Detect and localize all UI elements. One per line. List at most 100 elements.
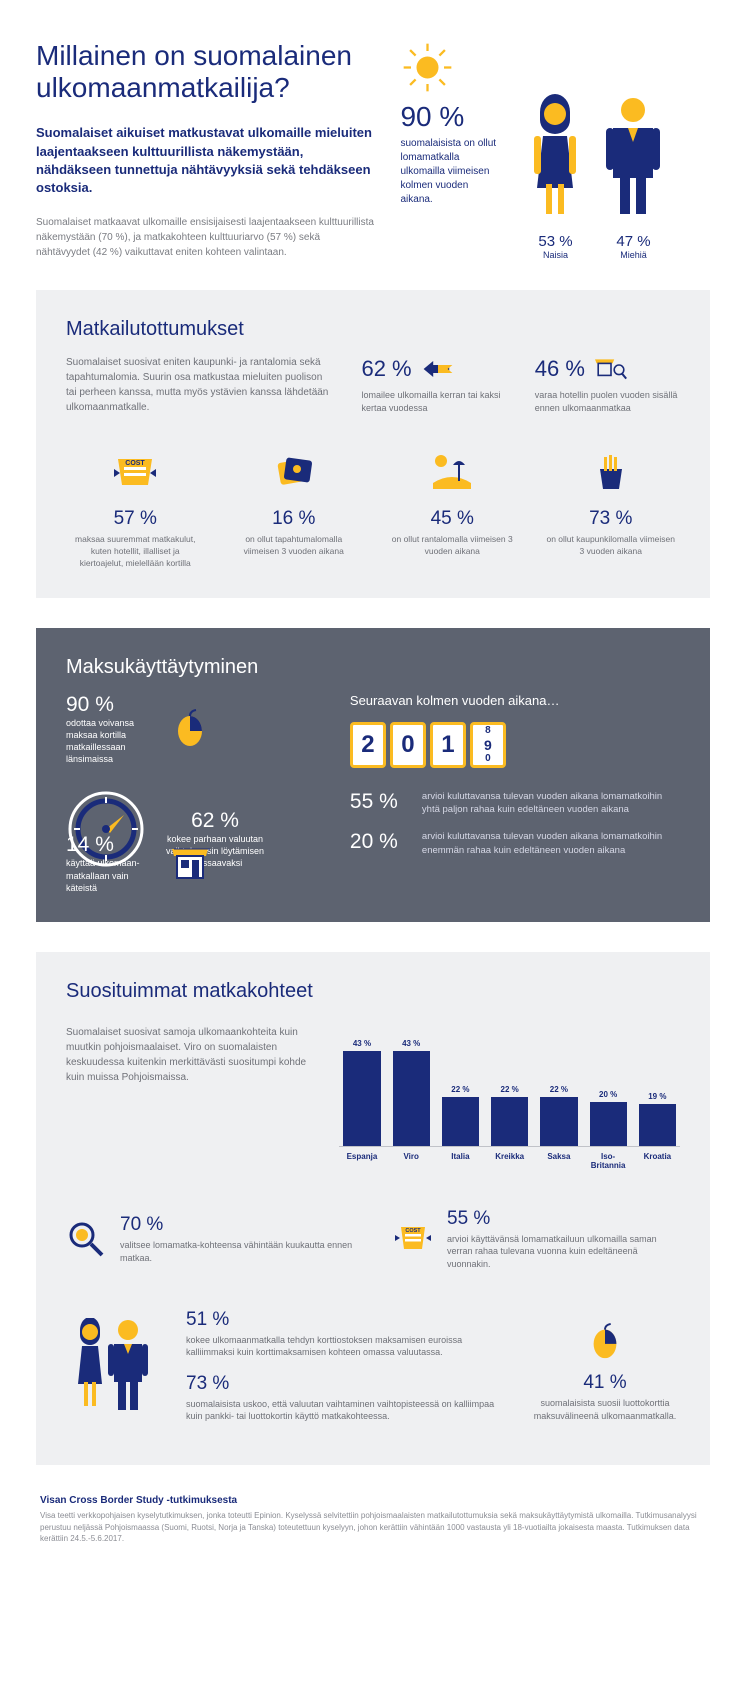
dest-41-txt: suomalaisista suosii luottokorttia maksu…	[530, 1397, 680, 1422]
couple-icon	[66, 1318, 156, 1428]
dest-73: 73 % suomalaisista uskoo, että valuutan …	[186, 1373, 500, 1423]
bar	[590, 1102, 627, 1146]
counter-d1: 2	[350, 722, 386, 768]
habit-item-3: 73 % on ollut kaupunkilomalla viimeisen …	[542, 451, 681, 570]
habits-row: COST 57 % maksaa suuremmat matkakulut, k…	[66, 451, 680, 570]
dest-55-pct: 55 %	[447, 1208, 680, 1230]
bar-col: 43 %	[393, 1039, 430, 1146]
pay-14-pct: 14 %	[66, 833, 156, 857]
bar-label: Espanja	[343, 1152, 380, 1170]
destinations-section: Suosituimmat matkakohteet Suomalaiset su…	[36, 952, 710, 1465]
bar-value: 20 %	[599, 1090, 617, 1099]
bar-value: 19 %	[648, 1092, 666, 1101]
dest-51-pct: 51 %	[186, 1309, 500, 1331]
pay-r20-pct: 20 %	[350, 830, 408, 854]
footer-text: Visa teetti verkkopohjaisen kyselytutkim…	[40, 1510, 706, 1545]
dest-41: 41 % suomalaisista suosii luottokorttia …	[530, 1323, 680, 1422]
year-counter: 2 0 1 8 9 0	[350, 722, 680, 768]
counter-roll: 8 9 0	[470, 722, 506, 768]
hero-section: Millainen on suomalainen ulkomaanmatkail…	[36, 40, 710, 260]
habit-item-0: COST 57 % maksaa suuremmat matkakulut, k…	[66, 451, 205, 570]
stat-90: 90 % suomalaisista on ollut lomamatkalla…	[400, 40, 500, 260]
roll-a: 8	[485, 725, 491, 736]
woman-icon	[520, 94, 590, 224]
payment-title: Maksukäyttäytyminen	[66, 656, 680, 679]
habit-item-0-pct: 57 %	[66, 508, 205, 530]
dest-51: 51 % kokee ulkomaanmatkalla tehdyn kortt…	[186, 1309, 500, 1359]
habit-62: 62 % lomailee ulkomailla kerran tai kaks…	[361, 355, 506, 415]
bar-col: 22 %	[491, 1085, 528, 1145]
man-pct: 47 %	[598, 233, 668, 250]
bar	[343, 1051, 380, 1146]
pay-90: 90 % odottaa voivansa maksaa kortilla ma…	[66, 693, 320, 766]
page-title: Millainen on suomalainen ulkomaanmatkail…	[36, 40, 376, 104]
footer-heading: Visan Cross Border Study -tutkimuksesta	[40, 1495, 706, 1506]
destinations-chart: 43 % 43 % 22 % 22 % 22 % 20 % 19 % Espanja Viro…	[339, 1017, 680, 1170]
woman-stat: 53 % Naisia	[520, 94, 590, 260]
pay-90-pct: 90 %	[66, 693, 156, 717]
people-split: 53 % Naisia 47 % Miehiä	[520, 40, 668, 260]
bar-label: Viro	[393, 1152, 430, 1170]
bar-label: Kroatia	[639, 1152, 676, 1170]
cost-tag-icon: COST	[393, 1219, 433, 1259]
habits-intro: Suomalaiset suosivat eniten kaupunki- ja…	[66, 355, 331, 415]
habit-item-1-desc: on ollut tapahtumalomalla viimeisen 3 vu…	[225, 534, 364, 558]
hero-subtitle: Suomalaiset aikuiset matkustavat ulkomai…	[36, 124, 376, 197]
man-stat: 47 % Miehiä	[598, 94, 668, 260]
bar-col: 22 %	[540, 1085, 577, 1145]
svg-text:COST: COST	[126, 460, 146, 467]
fries-icon	[586, 451, 636, 493]
bar-label: Saksa	[540, 1152, 577, 1170]
bar-col: 22 %	[442, 1085, 479, 1145]
destinations-intro: Suomalaiset suosivat samoja ulkomaankoht…	[66, 1025, 309, 1085]
bar-value: 43 %	[402, 1039, 420, 1048]
bar-value: 43 %	[353, 1039, 371, 1048]
bar-label: Iso-Britannia	[590, 1152, 627, 1170]
payment-subtitle: Seuraavan kolmen vuoden aikana…	[350, 693, 680, 708]
habit-item-3-desc: on ollut kaupunkilomalla viimeisen 3 vuo…	[542, 534, 681, 558]
habit-item-1-pct: 16 %	[225, 508, 364, 530]
dest-55-txt: arvioi käyttävänsä lomamatkailuun ulkoma…	[447, 1233, 680, 1271]
dest-73-txt: suomalaisista uskoo, että valuutan vaiht…	[186, 1398, 500, 1423]
pay-r55-desc: arvioi kuluttavansa tulevan vuoden aikan…	[422, 790, 680, 817]
dest-51-txt: kokee ulkomaanmatkalla tehdyn korttiosto…	[186, 1334, 500, 1359]
bar	[540, 1097, 577, 1145]
stat-90-pct: 90 %	[400, 101, 464, 133]
bar-col: 19 %	[639, 1092, 676, 1146]
footer: Visan Cross Border Study -tutkimuksesta …	[36, 1495, 710, 1545]
bar	[491, 1097, 528, 1145]
bar-value: 22 %	[501, 1085, 519, 1094]
pay-r20-desc: arvioi kuluttavansa tulevan vuoden aikan…	[422, 830, 680, 857]
sun-icon	[400, 40, 455, 95]
arrow-icon	[422, 355, 454, 383]
roll-c: 0	[485, 753, 491, 764]
woman-label: Naisia	[520, 250, 590, 260]
beach-icon	[427, 451, 477, 493]
destinations-title: Suosituimmat matkakohteet	[66, 980, 680, 1003]
pay-90-txt: odottaa voivansa maksaa kortilla matkail…	[66, 717, 156, 766]
dest-41-pct: 41 %	[530, 1372, 680, 1394]
pay-r55: 55 % arvioi kuluttavansa tulevan vuoden …	[350, 790, 680, 817]
bar	[639, 1104, 676, 1146]
roll-b: 9	[484, 737, 492, 753]
habit-item-1: 16 % on ollut tapahtumalomalla viimeisen…	[225, 451, 364, 570]
habits-section: Matkailutottumukset Suomalaiset suosivat…	[36, 290, 710, 598]
dest-55: COST 55 % arvioi käyttävänsä lomamatkail…	[393, 1208, 680, 1271]
bar	[442, 1097, 479, 1145]
habit-item-2: 45 % on ollut rantalomalla viimeisen 3 v…	[383, 451, 522, 570]
dest-73-pct: 73 %	[186, 1373, 500, 1395]
habit-item-2-pct: 45 %	[383, 508, 522, 530]
pay-r20: 20 % arvioi kuluttavansa tulevan vuoden …	[350, 830, 680, 857]
payment-section: Maksukäyttäytyminen 90 % odottaa voivans…	[36, 628, 710, 922]
mouse-icon	[586, 1323, 624, 1361]
man-label: Miehiä	[598, 250, 668, 260]
storefront-icon	[170, 844, 210, 884]
bar-label: Italia	[442, 1152, 479, 1170]
habit-46: 46 % varaa hotellin puolen vuoden sisäll…	[535, 355, 680, 415]
bar-value: 22 %	[451, 1085, 469, 1094]
bar-label: Kreikka	[491, 1152, 528, 1170]
cost-tag-icon: COST	[110, 451, 160, 493]
habit-62-pct: 62 %	[361, 356, 411, 382]
counter-d3: 1	[430, 722, 466, 768]
dest-70-pct: 70 %	[120, 1214, 353, 1236]
